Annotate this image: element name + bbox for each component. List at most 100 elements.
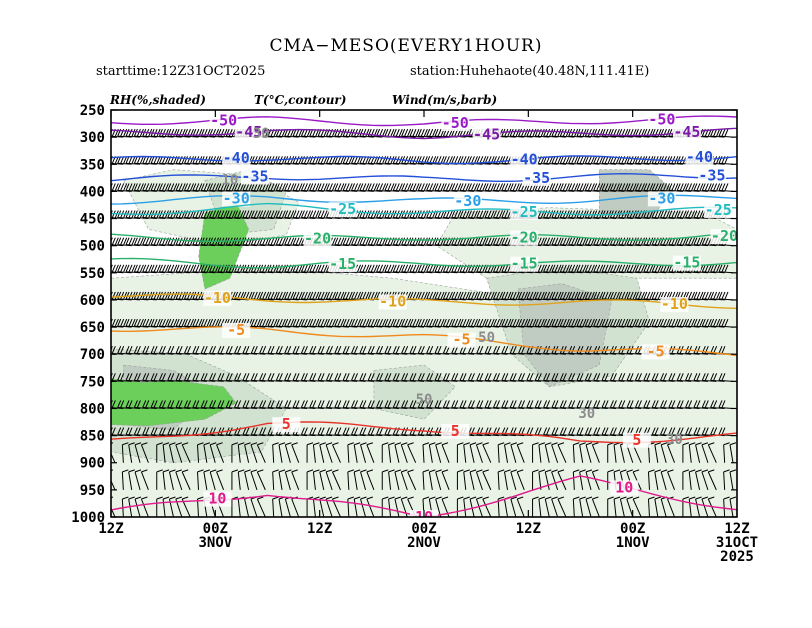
wind-barb [535, 352, 550, 355]
wind-barb [126, 271, 141, 274]
wind-barb-flag [362, 128, 367, 137]
wind-barb-flag [507, 318, 512, 327]
wind-barb [660, 217, 675, 220]
wind-barb-flag [325, 442, 333, 446]
wind-barb-flag [629, 400, 634, 408]
wind-barb [368, 434, 383, 437]
wind-barb [184, 135, 199, 138]
wind-barb-flag [470, 237, 475, 245]
wind-barb-flag [307, 102, 310, 109]
wind-barb [401, 379, 416, 382]
wind-barb [568, 217, 583, 220]
rh-label: 50 [416, 392, 433, 408]
wind-barb-flag [563, 102, 566, 109]
wind-barb [560, 298, 575, 301]
wind-barb-flag [218, 102, 221, 109]
wind-barb-flag [576, 156, 581, 164]
wind-barb-flag [591, 102, 594, 109]
wind-barb-flag [713, 427, 718, 435]
wind-barb [117, 135, 132, 138]
wind-barb-flag [442, 237, 447, 245]
wind-barb-flag [435, 102, 438, 109]
wind-barb-flag [596, 183, 601, 191]
wind-barb-flag [442, 400, 447, 408]
wind-barb-flag [668, 318, 673, 327]
wind-barb-flag [668, 373, 673, 381]
wind-barb-flag [315, 183, 320, 191]
wind-barb [343, 217, 358, 220]
wind-barb-flag [156, 183, 161, 191]
wind-barb-flag [148, 183, 153, 191]
wind-barb [677, 352, 692, 355]
wind-barb [393, 379, 408, 382]
wind-barb-flag [437, 291, 442, 300]
x-tick-date: 2NOV [407, 535, 441, 551]
wind-barb-flag [146, 102, 149, 109]
wind-barb-flag [704, 264, 709, 272]
wind-barb-flag [292, 183, 297, 191]
wind-barb-flag [622, 102, 625, 109]
wind-barb-flag [498, 442, 505, 446]
wind-barb-flag [635, 156, 639, 164]
wind-barb-flag [674, 183, 679, 191]
wind-barb [422, 444, 425, 463]
wind-barb-flag [417, 346, 422, 354]
wind-barb-flag [238, 102, 241, 109]
wind-barb-flag [476, 183, 481, 191]
wind-barb-flag [491, 102, 494, 109]
wind-barb [176, 406, 191, 409]
wind-barb-flag [145, 346, 150, 354]
y-tick-label: 450 [80, 212, 105, 228]
wind-barb-flag [654, 318, 659, 327]
wind-barb-flag [384, 400, 389, 408]
wind-barb-flag [513, 102, 516, 109]
wind-barb-flag [629, 318, 634, 327]
wind-barb-flag [476, 291, 481, 300]
wind-barb-flag [317, 346, 322, 354]
wind-barb-flag [329, 183, 333, 191]
wind-barb-flag [187, 373, 191, 381]
wind-barb-flag [691, 183, 696, 191]
wind-barb-flag [538, 442, 546, 446]
wind-barb [543, 325, 558, 328]
wind-barb-flag [253, 156, 258, 164]
wind-barb-flag [348, 291, 353, 300]
wind-barb [111, 452, 116, 463]
wind-barb-flag [262, 318, 267, 327]
wind-barb-flag [559, 128, 564, 137]
wind-barb-flag [451, 210, 456, 218]
wind-barb-flag [300, 318, 305, 327]
wind-barb-flag [643, 373, 648, 381]
wind-barb-flag [111, 427, 113, 433]
wind-barb [516, 444, 525, 463]
wind-barb-flag [259, 291, 264, 300]
wind-barb [627, 217, 642, 220]
wind-barb-flag [716, 128, 721, 137]
wind-barb-flag [434, 318, 439, 327]
wind-barb [685, 406, 700, 409]
wind-barb [126, 406, 141, 409]
wind-barb-flag [329, 427, 333, 435]
wind-barb-flag [370, 373, 375, 381]
wind-barb-flag [287, 183, 292, 191]
wind-barb [660, 271, 675, 274]
wind-barb [347, 444, 350, 463]
wind-barb [126, 135, 141, 138]
wind-barb-flag [259, 210, 264, 218]
wind-barb-flag [584, 346, 589, 354]
wind-barb-flag [392, 400, 397, 408]
wind-barb-flag [287, 237, 292, 245]
wind-barb-flag [627, 102, 630, 109]
wind-barb-flag [203, 210, 208, 218]
wind-barb [618, 217, 633, 220]
wind-barb [652, 217, 667, 220]
wind-barb-flag [584, 183, 589, 191]
wind-barb [501, 135, 516, 138]
wind-barb-flag [420, 237, 425, 245]
wind-barb-flag [182, 102, 185, 109]
wind-barb-flag [562, 156, 567, 164]
wind-barb-flag [635, 183, 639, 191]
wind-barb-flag [156, 291, 161, 300]
wind-barb [468, 271, 483, 274]
